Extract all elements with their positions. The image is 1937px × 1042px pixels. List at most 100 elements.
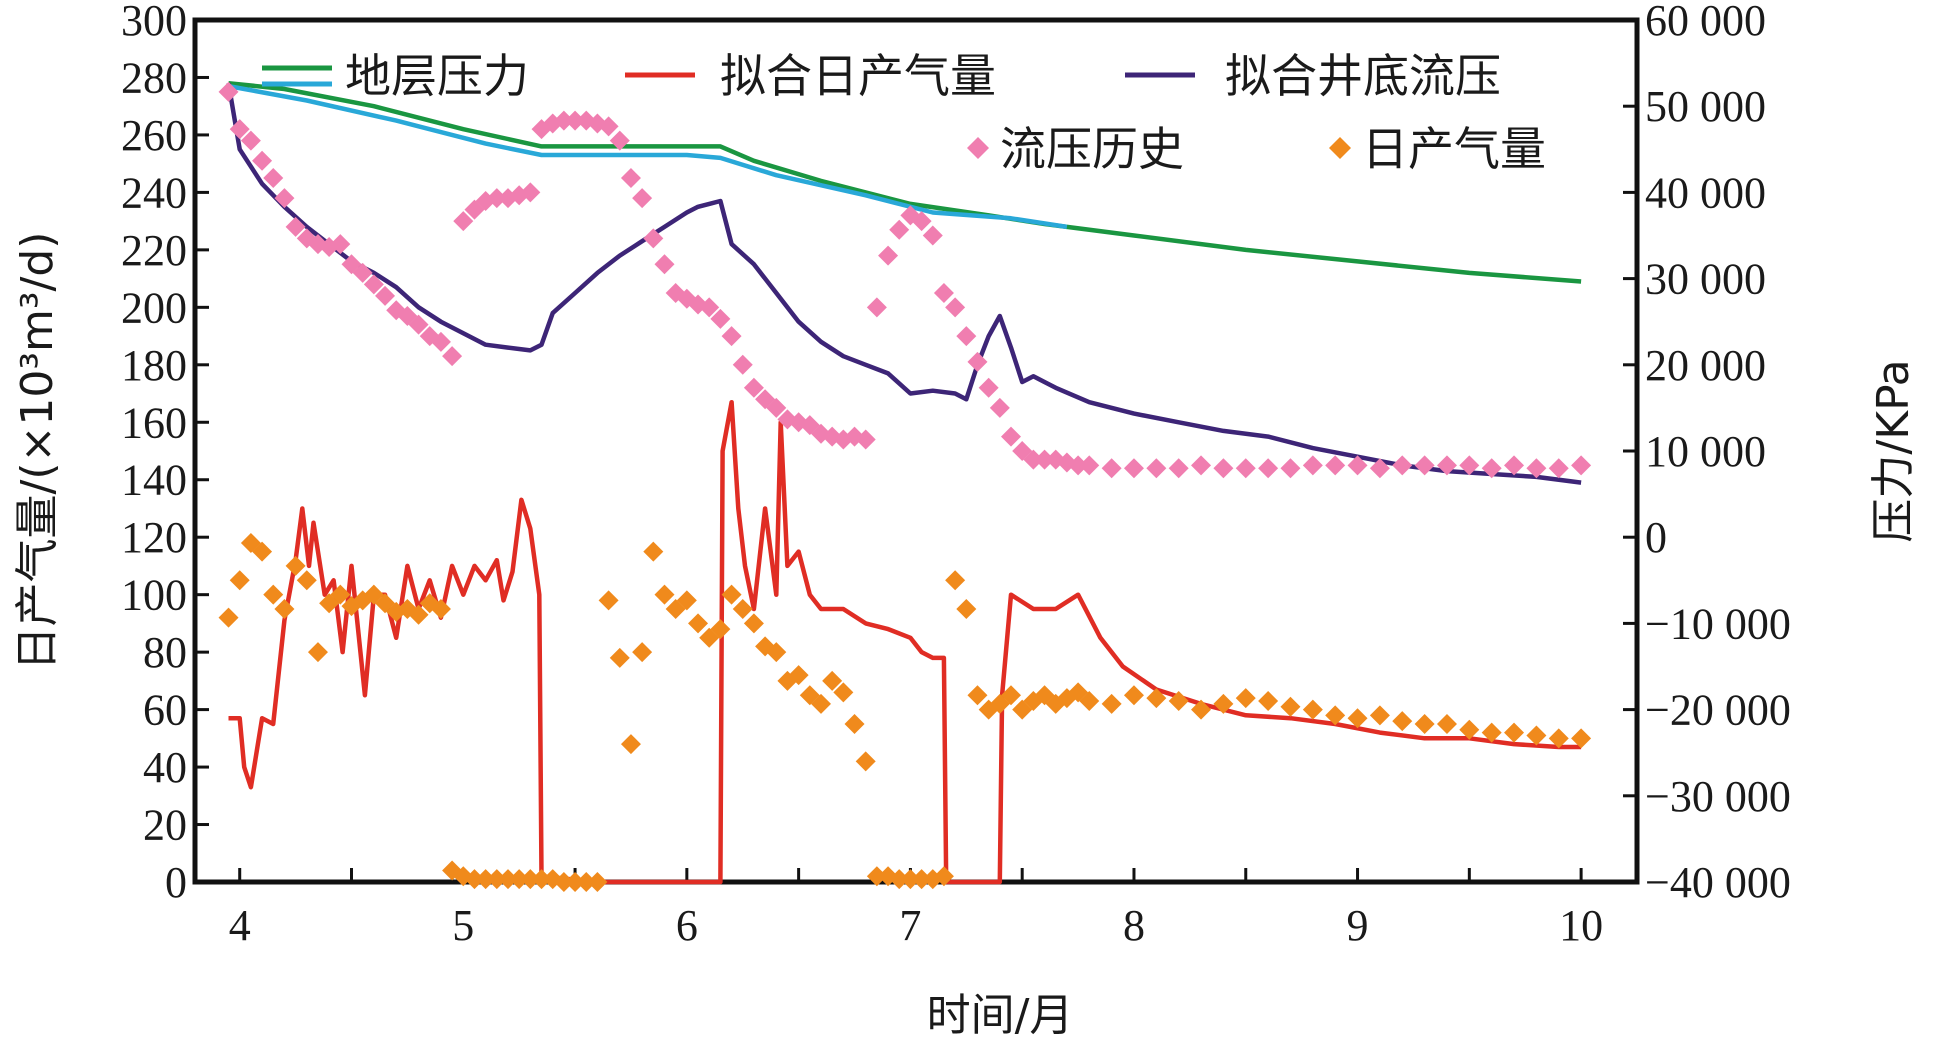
x-tick-label: 6 bbox=[676, 901, 698, 950]
y-tick-label-left: 80 bbox=[143, 628, 187, 677]
data-point-4 bbox=[218, 81, 239, 102]
data-point-5 bbox=[509, 869, 530, 890]
data-point-5 bbox=[565, 872, 586, 892]
data-point-5 bbox=[866, 866, 887, 887]
data-point-5 bbox=[430, 599, 451, 620]
data-point-4 bbox=[1414, 455, 1435, 476]
data-point-5 bbox=[855, 751, 876, 772]
data-point-4 bbox=[1369, 458, 1390, 479]
x-tick-label: 10 bbox=[1559, 901, 1603, 950]
data-point-4 bbox=[1168, 458, 1189, 479]
data-point-5 bbox=[520, 869, 541, 890]
data-point-5 bbox=[1123, 685, 1144, 706]
data-point-4 bbox=[1001, 426, 1022, 447]
y-tick-label-right: 0 bbox=[1645, 513, 1667, 562]
data-point-5 bbox=[766, 642, 787, 663]
data-point-5 bbox=[587, 872, 608, 892]
data-point-5 bbox=[1191, 699, 1212, 720]
data-point-5 bbox=[464, 869, 485, 890]
data-point-4 bbox=[945, 297, 966, 318]
data-point-4 bbox=[721, 326, 742, 347]
y-tick-label-right: −40 000 bbox=[1645, 858, 1791, 907]
data-point-5 bbox=[1079, 690, 1100, 711]
data-point-5 bbox=[307, 642, 328, 663]
data-point-5 bbox=[296, 570, 317, 591]
y-tick-label-right: −20 000 bbox=[1645, 686, 1791, 735]
data-point-5 bbox=[911, 869, 932, 890]
data-point-5 bbox=[1392, 711, 1413, 732]
data-point-4 bbox=[1079, 455, 1100, 476]
data-point-4 bbox=[710, 308, 731, 329]
data-point-4 bbox=[978, 377, 999, 398]
data-point-5 bbox=[475, 869, 496, 890]
y-tick-label-left: 100 bbox=[121, 571, 187, 620]
y-tick-label-left: 20 bbox=[143, 801, 187, 850]
data-point-5 bbox=[676, 590, 697, 611]
data-point-4 bbox=[1347, 455, 1368, 476]
y-tick-label-left: 200 bbox=[121, 283, 187, 332]
data-point-5 bbox=[900, 869, 921, 890]
x-tick-label: 5 bbox=[452, 901, 474, 950]
data-point-4 bbox=[699, 297, 720, 318]
y-tick-label-right: −30 000 bbox=[1645, 772, 1791, 821]
data-point-4 bbox=[263, 168, 284, 189]
data-point-4 bbox=[1258, 458, 1279, 479]
series-line-3 bbox=[226, 82, 1582, 485]
data-point-5 bbox=[710, 619, 731, 640]
data-point-5 bbox=[553, 872, 574, 892]
data-point-4 bbox=[252, 150, 273, 171]
data-point-4 bbox=[609, 130, 630, 151]
data-point-4 bbox=[1023, 449, 1044, 470]
data-point-4 bbox=[1012, 441, 1033, 461]
y-tick-label-left: 280 bbox=[121, 53, 187, 102]
data-point-4 bbox=[967, 351, 988, 372]
data-point-4 bbox=[1302, 455, 1323, 476]
data-point-4 bbox=[430, 331, 451, 352]
y-tick-label-right: 30 000 bbox=[1645, 255, 1766, 304]
axes-layer: 4 5 6 7 8 9 1002040608010012014016018020022024… bbox=[121, 0, 1791, 950]
data-point-4 bbox=[1101, 458, 1122, 479]
data-point-5 bbox=[1101, 693, 1122, 714]
data-point-4 bbox=[1280, 458, 1301, 479]
data-point-5 bbox=[945, 570, 966, 591]
data-point-4 bbox=[1436, 455, 1457, 476]
data-point-4 bbox=[732, 354, 753, 375]
data-point-5 bbox=[1548, 728, 1569, 749]
data-point-5 bbox=[408, 604, 429, 625]
data-point-5 bbox=[1146, 688, 1167, 709]
data-point-4 bbox=[330, 234, 351, 255]
data-point-5 bbox=[1481, 722, 1502, 743]
data-point-5 bbox=[218, 607, 239, 628]
y-tick-label-left: 40 bbox=[143, 743, 187, 792]
data-point-5 bbox=[1414, 713, 1435, 734]
y-tick-label-right: 60 000 bbox=[1645, 0, 1766, 45]
data-point-5 bbox=[844, 713, 865, 734]
data-point-4 bbox=[453, 211, 474, 232]
y-tick-label-left: 160 bbox=[121, 398, 187, 447]
data-point-4 bbox=[866, 297, 887, 318]
data-point-5 bbox=[1347, 708, 1368, 729]
data-point-4 bbox=[1034, 449, 1055, 470]
legend-label: 地层压力 bbox=[345, 49, 529, 103]
y-tick-label-left: 300 bbox=[121, 0, 187, 45]
data-point-4 bbox=[375, 285, 396, 306]
data-point-4 bbox=[1481, 458, 1502, 479]
data-point-5 bbox=[274, 599, 295, 620]
data-point-5 bbox=[598, 590, 619, 611]
data-point-5 bbox=[1280, 696, 1301, 717]
data-point-5 bbox=[1213, 693, 1234, 714]
series-line-1 bbox=[228, 83, 1068, 230]
data-point-4 bbox=[229, 119, 250, 140]
y-tick-label-right: 20 000 bbox=[1645, 341, 1766, 390]
y-axis-title-right: 压力/KPa bbox=[1868, 359, 1919, 542]
series-layer bbox=[218, 80, 1592, 892]
data-point-4 bbox=[553, 110, 574, 131]
data-point-5 bbox=[810, 693, 831, 714]
data-point-4 bbox=[285, 216, 306, 237]
legend-label: 拟合井底流压 bbox=[1225, 49, 1501, 103]
data-point-4 bbox=[240, 130, 261, 151]
x-tick-label: 8 bbox=[1123, 901, 1145, 950]
data-point-4 bbox=[1526, 458, 1547, 479]
